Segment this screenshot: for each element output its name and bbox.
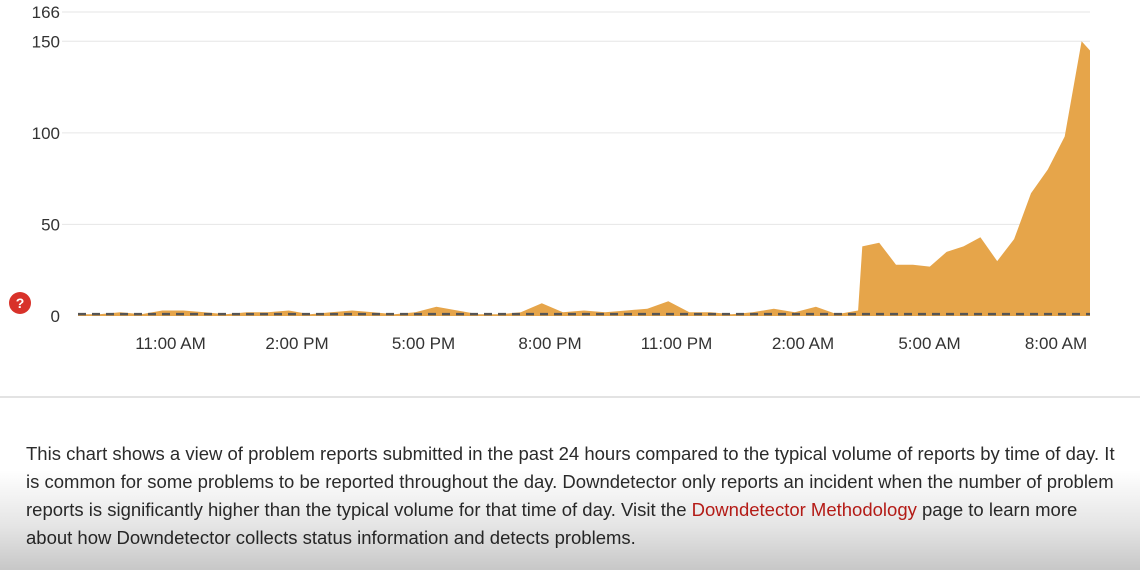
y-tick-label-50: 50: [41, 215, 60, 234]
description-text-before-link: This chart shows a view of problem repor…: [26, 443, 1115, 520]
problem-reports-chart: 0 50 100 150 166 11:00 AM 2:00 PM 5:00 PM 8:00 P…: [32, 3, 1090, 353]
x-tick-label-200pm: 2:00 PM: [265, 334, 328, 353]
chart-description: This chart shows a view of problem repor…: [26, 440, 1121, 552]
section-divider: [0, 396, 1140, 398]
description-text-after-link: page to learn more about how Downdetecto…: [26, 499, 1078, 548]
y-tick-label-0: 0: [51, 307, 60, 326]
y-tick-label-100: 100: [32, 124, 60, 143]
x-tick-label-1100pm: 11:00 PM: [641, 334, 713, 353]
x-tick-label-1100am: 11:00 AM: [135, 334, 206, 353]
chart-area: 0 50 100 150 166 11:00 AM 2:00 PM 5:00 PM 8:00 P…: [32, 3, 1090, 353]
x-tick-label-500am: 5:00 AM: [898, 334, 960, 353]
y-tick-label-150: 150: [32, 32, 60, 51]
reports-area: [78, 41, 1090, 317]
x-tick-label-200am: 2:00 AM: [772, 334, 834, 353]
y-tick-label-166: 166: [32, 3, 60, 22]
x-tick-label-800pm: 8:00 PM: [518, 334, 581, 353]
methodology-link[interactable]: Downdetector Methodology: [691, 499, 917, 520]
x-tick-label-800am: 8:00 AM: [1025, 334, 1087, 353]
x-tick-label-500pm: 5:00 PM: [392, 334, 455, 353]
help-question-icon[interactable]: ?: [9, 292, 31, 314]
